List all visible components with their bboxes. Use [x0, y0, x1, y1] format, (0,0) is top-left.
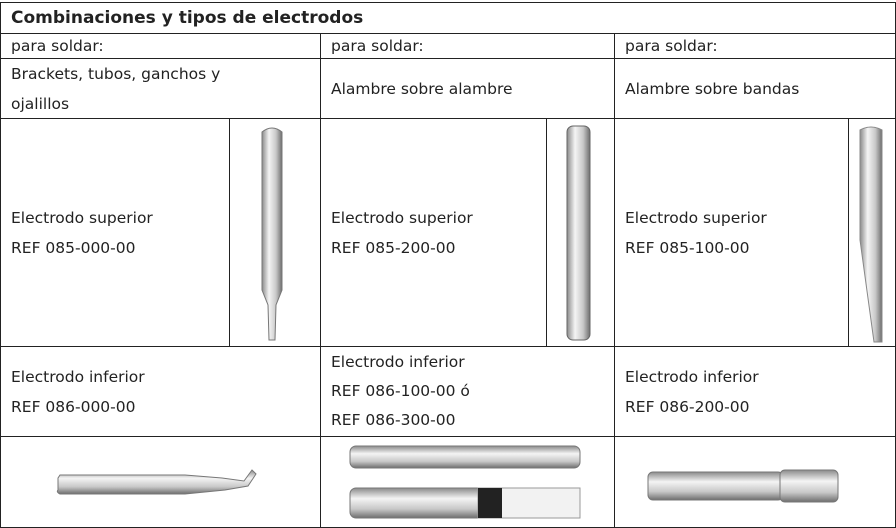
lower-electrode [779, 469, 839, 503]
upper-electrode [261, 127, 283, 341]
lower-electrode-band [478, 488, 502, 518]
upper-label: Electrodo superior [11, 208, 153, 227]
lower-label: Electrodo inferior [625, 367, 759, 386]
lower-electrode [349, 445, 581, 469]
heading: para soldar: [625, 37, 718, 55]
upper-cell: Electrodo superior REF 085-100-00 [614, 118, 849, 347]
application: Alambre sobre bandas [625, 79, 800, 98]
lower-label: Electrodo inferior [11, 367, 145, 386]
upper-ref: REF 085-000-00 [11, 238, 136, 257]
application: Alambre sobre alambre [331, 79, 513, 98]
heading: para soldar: [11, 37, 104, 55]
heading: para soldar: [331, 37, 424, 55]
upper-electrode [859, 126, 883, 343]
lower-ref: REF 086-200-00 [625, 397, 750, 416]
lower-electrode [647, 471, 784, 501]
upper-label: Electrodo superior [331, 208, 473, 227]
upper-label: Electrodo superior [625, 208, 767, 227]
lower-ref: REF 086-000-00 [11, 397, 136, 416]
upper-electrode [566, 125, 591, 341]
lower-cell: Electrodo inferior REF 086-000-00 [0, 346, 321, 437]
upper-ref: REF 085-200-00 [331, 238, 456, 257]
application: ojalillos [11, 94, 70, 113]
lower-ref: REF 086-100-00 ó [331, 382, 470, 400]
lower-ref: REF 086-300-00 [331, 411, 456, 429]
lower-electrode [56, 469, 257, 495]
lower-label: Electrodo inferior [331, 353, 465, 371]
upper-ref: REF 085-100-00 [625, 238, 750, 257]
title-text: Combinaciones y tipos de electrodos [11, 8, 364, 28]
application: Brackets, tubos, ganchos y [11, 64, 221, 83]
